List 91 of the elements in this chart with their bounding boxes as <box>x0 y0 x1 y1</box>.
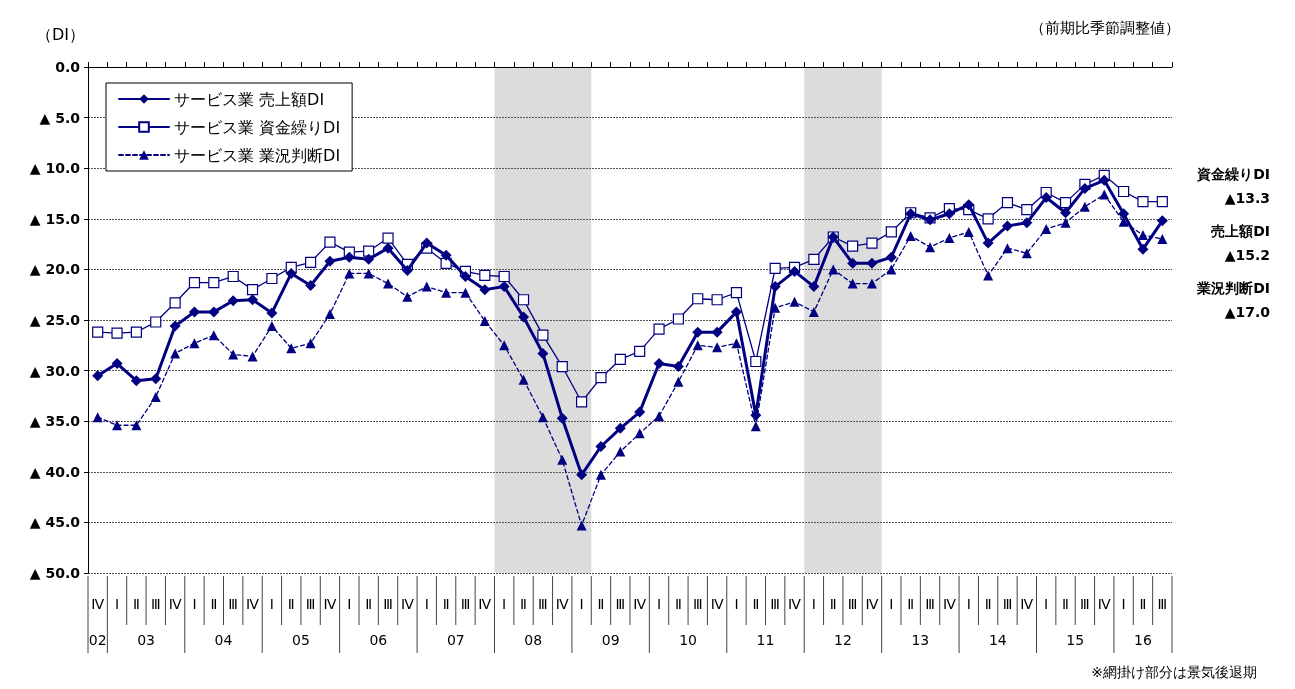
legend-label: サービス業 売上額DI <box>174 89 325 109</box>
x-tick-label: Ⅲ <box>460 596 471 612</box>
x-tick-label: Ⅲ <box>770 596 781 612</box>
x-tick-label: Ⅲ <box>615 596 626 612</box>
chart-subtitle: （前期比季節調整値） <box>1030 18 1180 37</box>
y-tick-label: ▲ 15.0 <box>29 210 81 227</box>
x-tick-label: Ⅱ <box>829 596 837 612</box>
legend-label: サービス業 業況判断DI <box>174 145 341 165</box>
x-tick-label: Ⅰ <box>966 596 971 612</box>
x-tick-label: Ⅳ <box>91 596 105 612</box>
x-tick-label: Ⅰ <box>656 596 662 612</box>
x-tick-label: Ⅰ <box>734 596 739 612</box>
text: 16 <box>1134 632 1152 648</box>
x-tick-label: Ⅰ <box>114 596 120 612</box>
x-tick-label: Ⅳ <box>246 596 260 612</box>
y-tick-label: ▲ 10.0 <box>29 160 81 177</box>
x-tick-label: Ⅱ <box>442 596 450 612</box>
text: ※網掛け部分は景気後退期 <box>1091 664 1257 680</box>
x-tick-label: Ⅲ <box>1157 596 1168 612</box>
y-tick-label: ▲ 5.0 <box>39 109 81 126</box>
text: 14 <box>988 632 1007 648</box>
x-tick-label: Ⅳ <box>323 596 337 612</box>
x-tick-label: Ⅱ <box>132 596 140 612</box>
x-tick-label: Ⅰ <box>502 596 507 612</box>
x-tick-label: Ⅳ <box>478 596 492 612</box>
text: 06 <box>369 632 388 648</box>
text: 07 <box>446 632 465 648</box>
text: 資金繰りDI ▲13.3 <box>1196 166 1270 206</box>
y-tick-label: 0.0 <box>55 59 81 75</box>
x-tick-label: Ⅰ <box>811 596 816 612</box>
x-tick-label: Ⅰ <box>192 596 197 612</box>
y-axis-title: （DI） <box>36 24 86 44</box>
x-tick-label: Ⅰ <box>347 596 352 612</box>
text: 15 <box>1066 632 1085 648</box>
x-tick-label: Ⅲ <box>228 596 239 612</box>
text: 12 <box>834 632 852 648</box>
x-tick-label: Ⅲ <box>847 596 858 612</box>
x-tick-label: Ⅱ <box>287 596 295 612</box>
text: 11 <box>756 632 775 648</box>
x-tick-label: Ⅰ <box>579 596 584 612</box>
x-tick-label: Ⅱ <box>1062 596 1069 612</box>
y-tick-label: ▲ 40.0 <box>29 463 81 480</box>
x-tick-label: Ⅲ <box>305 596 316 612</box>
x-tick-label: Ⅲ <box>150 596 161 612</box>
x-tick-label: Ⅳ <box>942 596 956 612</box>
x-tick-label: Ⅳ <box>400 596 414 612</box>
x-tick-label: Ⅳ <box>1097 596 1111 612</box>
x-tick-label: Ⅲ <box>925 596 935 612</box>
x-tick-label: Ⅰ <box>1044 596 1049 612</box>
x-tick-label: Ⅳ <box>865 596 879 612</box>
text: 売上額DI ▲15.2 <box>1211 223 1270 263</box>
y-tick-label: ▲ 30.0 <box>29 362 81 379</box>
text: 10 <box>679 632 697 648</box>
x-tick-label: Ⅳ <box>633 596 647 612</box>
x-tick-label: Ⅱ <box>984 596 992 612</box>
text: 業況判断DI ▲17.0 <box>1196 280 1271 320</box>
text: 05 <box>292 632 310 648</box>
y-tick-label: ▲ 35.0 <box>29 413 81 430</box>
x-tick-label: Ⅱ <box>907 596 915 612</box>
x-tick-label: Ⅱ <box>1139 596 1147 612</box>
x-tick-label: Ⅰ <box>269 596 274 612</box>
x-tick-label: Ⅳ <box>788 596 802 612</box>
x-tick-label: Ⅱ <box>210 596 218 612</box>
text: 09 <box>601 632 620 648</box>
x-tick-label: Ⅱ <box>597 596 605 612</box>
text: 08 <box>524 632 543 648</box>
x-tick-label: Ⅱ <box>674 596 682 612</box>
text: 04 <box>214 632 233 648</box>
x-tick-label: Ⅳ <box>710 596 724 612</box>
x-tick-label: Ⅲ <box>383 596 393 612</box>
text: 03 <box>137 632 155 648</box>
x-tick-label: Ⅱ <box>520 596 527 612</box>
y-tick-label: ▲ 50.0 <box>29 565 81 581</box>
x-tick-label: Ⅰ <box>1121 596 1126 612</box>
x-tick-label: Ⅲ <box>1002 596 1013 612</box>
y-tick-label: ▲ 25.0 <box>29 312 81 328</box>
x-tick-label: Ⅳ <box>1020 596 1034 612</box>
x-tick-label: Ⅰ <box>424 596 429 612</box>
text: 13 <box>911 632 930 648</box>
x-tick-label: Ⅳ <box>555 596 569 612</box>
x-tick-label: Ⅱ <box>365 596 373 612</box>
text: 02 <box>88 632 107 648</box>
x-tick-label: Ⅲ <box>692 596 703 612</box>
y-tick-label: ▲ 45.0 <box>29 514 81 531</box>
x-tick-label: Ⅰ <box>889 596 894 612</box>
y-tick-label: ▲ 20.0 <box>29 261 81 278</box>
x-tick-label: Ⅱ <box>752 596 760 612</box>
x-tick-label: Ⅳ <box>168 596 182 612</box>
legend-label: サービス業 資金繰りDI <box>174 117 341 137</box>
x-tick-label: Ⅲ <box>538 596 548 612</box>
x-tick-label: Ⅲ <box>1080 596 1090 612</box>
